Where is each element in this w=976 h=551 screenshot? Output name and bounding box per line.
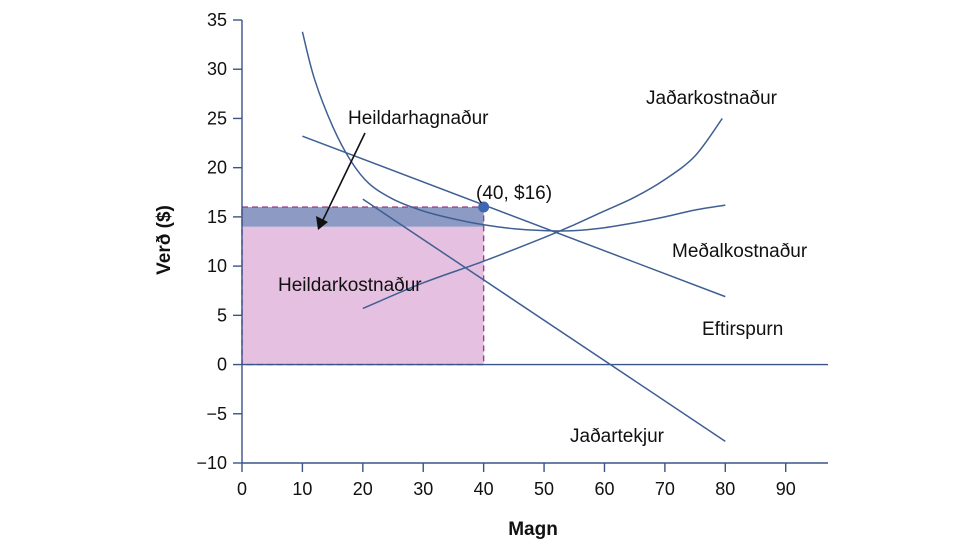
label-average-cost: Meðalkostnaður	[672, 241, 808, 262]
marginal-cost-curve	[362, 118, 723, 310]
y-tick-label: 20	[207, 158, 227, 178]
y-axis-title: Verð ($)	[154, 205, 175, 275]
total-profit-region	[242, 207, 484, 227]
y-tick-label: 35	[207, 10, 227, 30]
profit-arrow	[316, 132, 366, 230]
label-demand: Eftirspurn	[702, 319, 783, 340]
x-tick-label: 30	[413, 479, 433, 499]
x-axis-title: Magn	[508, 519, 558, 540]
x-tick-label: 90	[776, 479, 796, 499]
y-tick-label: 5	[217, 305, 227, 325]
x-tick-label: 70	[655, 479, 675, 499]
x-tick-label: 0	[237, 479, 247, 499]
x-tick-label: 10	[292, 479, 312, 499]
y-tick-label: −5	[206, 404, 227, 424]
curves	[301, 31, 726, 442]
label-marginal-revenue: Jaðartekjur	[570, 426, 665, 447]
highlight-point-marker	[478, 201, 490, 213]
total-cost-region	[242, 226, 484, 365]
marginal-revenue-curve	[362, 198, 726, 442]
demand-curve	[302, 135, 726, 298]
x-tick-label: 40	[474, 479, 494, 499]
y-tick-label: 10	[207, 256, 227, 276]
label-total-cost: Heildarkostnaður	[278, 275, 422, 296]
label-total-profit: Heildarhagnaður	[348, 108, 489, 129]
label-marginal-cost: Jaðarkostnaður	[646, 88, 778, 109]
y-tick-label: 0	[217, 355, 227, 375]
y-tick-label: 15	[207, 207, 227, 227]
label-highlight-point: (40, $16)	[476, 183, 552, 204]
x-tick-label: 80	[715, 479, 735, 499]
x-tick-label: 20	[353, 479, 373, 499]
revenue-rect-dashed-border	[241, 206, 485, 366]
y-tick-label: 30	[207, 59, 227, 79]
x-tick-label: 50	[534, 479, 554, 499]
y-tick-label: 25	[207, 108, 227, 128]
y-tick-label: −10	[196, 453, 227, 473]
x-tick-label: 60	[594, 479, 614, 499]
shaded-regions	[241, 206, 485, 366]
